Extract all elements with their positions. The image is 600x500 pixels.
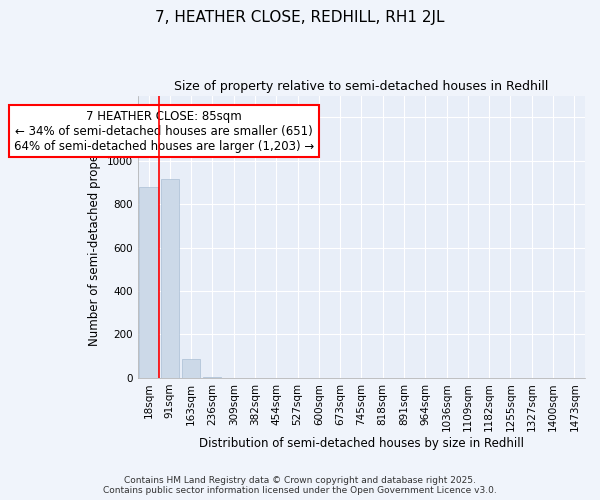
Bar xyxy=(161,179,179,378)
Bar xyxy=(182,360,200,378)
X-axis label: Distribution of semi-detached houses by size in Redhill: Distribution of semi-detached houses by … xyxy=(199,437,524,450)
Bar xyxy=(203,376,221,378)
Y-axis label: Number of semi-detached properties: Number of semi-detached properties xyxy=(88,128,101,346)
Title: Size of property relative to semi-detached houses in Redhill: Size of property relative to semi-detach… xyxy=(174,80,548,93)
Text: 7 HEATHER CLOSE: 85sqm
← 34% of semi-detached houses are smaller (651)
64% of se: 7 HEATHER CLOSE: 85sqm ← 34% of semi-det… xyxy=(14,110,314,152)
Text: 7, HEATHER CLOSE, REDHILL, RH1 2JL: 7, HEATHER CLOSE, REDHILL, RH1 2JL xyxy=(155,10,445,25)
Bar xyxy=(139,187,158,378)
Text: Contains HM Land Registry data © Crown copyright and database right 2025.
Contai: Contains HM Land Registry data © Crown c… xyxy=(103,476,497,495)
